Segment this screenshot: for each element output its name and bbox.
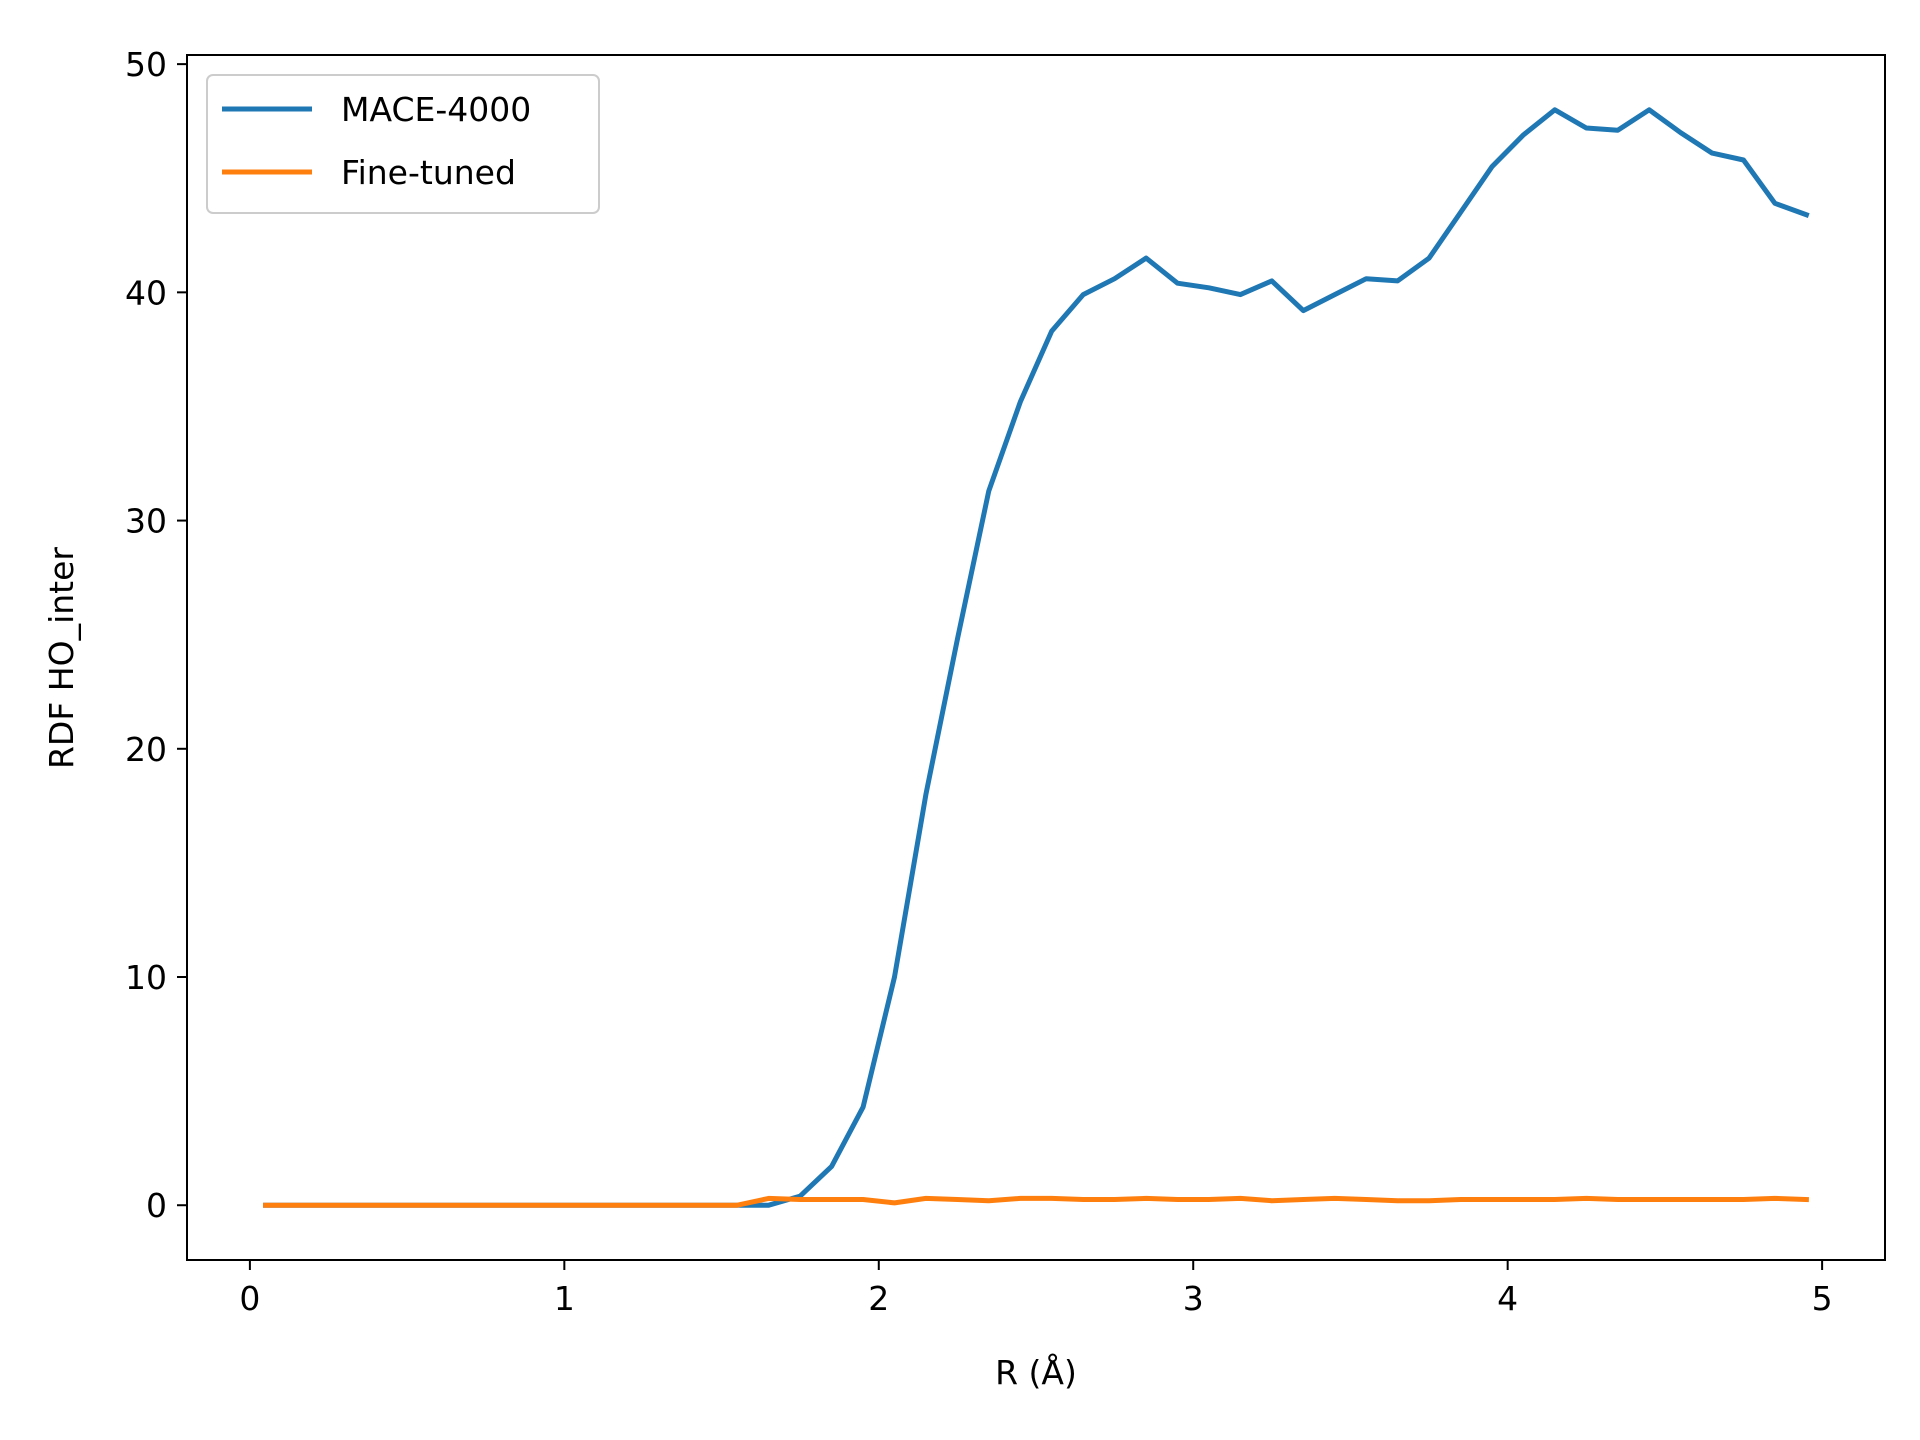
plot-area-frame [186,54,1886,1261]
y-tick-label: 50 [125,45,167,84]
y-tick-label: 40 [125,273,167,312]
x-axis-label: R (Å) [995,1352,1077,1392]
x-tick-label: 5 [1812,1279,1833,1318]
y-axis-label: RDF HO_inter [42,547,81,769]
x-tick-label: 1 [554,1279,575,1318]
x-tick-label: 4 [1497,1279,1518,1318]
series-layer [263,107,1810,1208]
legend-label-mace-4000: MACE-4000 [341,90,531,129]
x-tick-label: 3 [1183,1279,1204,1318]
y-tick-label: 20 [125,730,167,769]
x-tick-label: 2 [868,1279,889,1318]
series-line-fine-tuned [263,1195,1809,1208]
legend: MACE-4000 Fine-tuned [206,74,600,214]
y-tick-label: 30 [125,502,167,541]
legend-label-fine-tuned: Fine-tuned [341,153,516,192]
y-tick-label: 10 [125,958,167,997]
x-tick-label: 0 [239,1279,260,1318]
y-tick-label: 0 [146,1186,167,1225]
